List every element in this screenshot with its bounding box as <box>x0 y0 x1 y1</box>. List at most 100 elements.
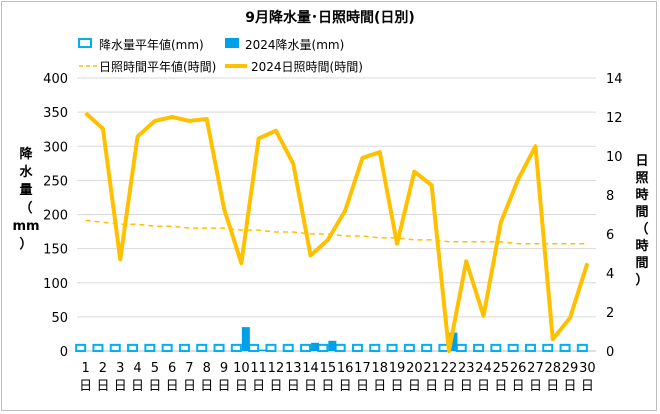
sunshine-lines <box>84 111 590 353</box>
y-left-label-char: 量 <box>19 183 32 198</box>
sunshine-2024-line <box>84 111 590 353</box>
x-tick-label: 13 <box>285 361 302 376</box>
x-tick-label: 19 <box>389 361 406 376</box>
y-right-tick-label: 14 <box>606 72 623 87</box>
normal-precip-bar <box>230 343 242 353</box>
x-tick-label: 28 <box>544 361 561 376</box>
y-left-tick-label: 100 <box>43 277 68 292</box>
x-tick-label: 25 <box>493 361 510 376</box>
x-tick-label: 24 <box>475 361 492 376</box>
x-tick-suffix: 日 <box>287 379 300 394</box>
x-tick-label: 8 <box>203 361 211 376</box>
x-tick-suffix: 日 <box>425 379 438 394</box>
x-tick-suffix: 日 <box>183 379 196 394</box>
x-tick-label: 26 <box>510 361 527 376</box>
normal-precip-bar <box>455 343 467 353</box>
x-tick-label: 17 <box>354 361 371 376</box>
legend-label: 日照時間平年値(時間) <box>99 59 216 74</box>
legend-label: 2024降水量(mm) <box>245 38 344 52</box>
y-right-tick-label: 4 <box>606 267 614 282</box>
normal-precip-bar <box>75 343 87 353</box>
normal-precip-bar <box>300 343 312 353</box>
x-tick-label: 29 <box>562 361 579 376</box>
x-tick-label: 6 <box>168 361 176 376</box>
y-axis-left-label: 降水量 （ mm ） <box>12 146 39 252</box>
normal-precip-bar <box>161 343 173 353</box>
x-tick-label: 1 <box>82 361 90 376</box>
normal-precip-bar <box>317 343 329 353</box>
x-tick-suffix: 日 <box>494 379 507 394</box>
x-tick-label: 22 <box>441 361 458 376</box>
x-tick-label: 3 <box>116 361 124 376</box>
y-left-tick-label: 400 <box>43 72 68 87</box>
x-tick-suffix: 日 <box>304 379 317 394</box>
normal-precip-bar <box>265 343 277 353</box>
y-left-tick-label: 0 <box>60 345 68 360</box>
x-tick-suffix: 日 <box>477 379 490 394</box>
normal-precip-bar <box>109 343 121 353</box>
x-tick-suffix: 日 <box>408 379 421 394</box>
x-tick-suffix: 日 <box>460 379 473 394</box>
x-tick-label: 11 <box>250 361 267 376</box>
y-left-label-char: ） <box>19 236 32 252</box>
x-tick-label: 4 <box>133 361 141 376</box>
x-tick-suffix: 日 <box>235 379 248 394</box>
y-right-label-char: 時 <box>635 238 648 254</box>
x-tick-suffix: 日 <box>529 379 542 394</box>
normal-precip-bar <box>178 343 190 353</box>
x-tick-suffix: 日 <box>114 379 127 394</box>
x-tick-suffix: 日 <box>200 379 213 394</box>
x-tick-suffix: 日 <box>96 379 109 394</box>
precip-2024-bar <box>328 340 337 351</box>
precip-2024-bar <box>311 342 320 351</box>
y-left-label-char: 降 <box>19 146 33 162</box>
y-right-label-char: （ <box>635 221 648 237</box>
x-tick-label: 21 <box>423 361 440 376</box>
x-tick-label: 18 <box>371 361 388 376</box>
y-left-tick-label: 150 <box>43 243 68 258</box>
y-left-tick-label: 250 <box>43 174 68 189</box>
normal-precip-bar <box>542 343 554 353</box>
x-tick-label: 9 <box>220 361 228 376</box>
normal-precip-bar <box>282 343 294 353</box>
x-tick-suffix: 日 <box>218 379 231 394</box>
y-left-label-char: 水 <box>19 164 33 180</box>
normal-precip-bar <box>196 343 208 353</box>
y-right-label-char: 間 <box>635 256 648 271</box>
x-tick-label: 23 <box>458 361 475 376</box>
x-tick-suffix: 日 <box>166 379 179 394</box>
x-tick-label: 5 <box>151 361 159 376</box>
normal-precip-bar <box>248 343 260 353</box>
x-tick-label: 7 <box>185 361 193 376</box>
y-right-label-char: 間 <box>635 205 648 220</box>
legend-label: 2024日照時間(時間) <box>251 60 363 74</box>
normal-precip-bar <box>386 343 398 353</box>
x-tick-label: 10 <box>233 361 250 376</box>
normal-precip-bar <box>490 343 502 353</box>
y-right-tick-label: 12 <box>606 111 623 126</box>
y-right-label-char: 照 <box>635 171 648 186</box>
y-right-tick-label: 2 <box>606 306 614 321</box>
y-left-label-char: mm <box>12 219 39 234</box>
x-tick-suffix: 日 <box>252 379 265 394</box>
x-tick-suffix: 日 <box>564 379 577 394</box>
precip-2024-bar <box>449 332 458 351</box>
normal-precip-bar <box>127 343 139 353</box>
normal-precip-bar <box>144 343 156 353</box>
normal-precip-bar <box>524 343 536 353</box>
normal-precip-bar <box>473 343 485 353</box>
normal-precip-bar <box>213 343 225 353</box>
normal-sunshine-line <box>85 219 588 245</box>
normal-precip-bar <box>421 343 433 353</box>
x-tick-suffix: 日 <box>546 379 559 394</box>
legend: 降水量平年値(mm) 2024降水量(mm) 日照時間平年値(時間) 2024日照時間… <box>78 37 363 74</box>
y-right-tick-label: 8 <box>606 189 614 204</box>
y-right-tick-label: 6 <box>606 228 614 243</box>
x-tick-suffix: 日 <box>581 379 594 394</box>
normal-precip-bar <box>507 343 519 353</box>
precip-2024-bar <box>241 327 250 351</box>
normal-precip-bar <box>334 343 346 353</box>
x-tick-label: 30 <box>579 361 596 376</box>
x-tick-label: 16 <box>337 361 354 376</box>
